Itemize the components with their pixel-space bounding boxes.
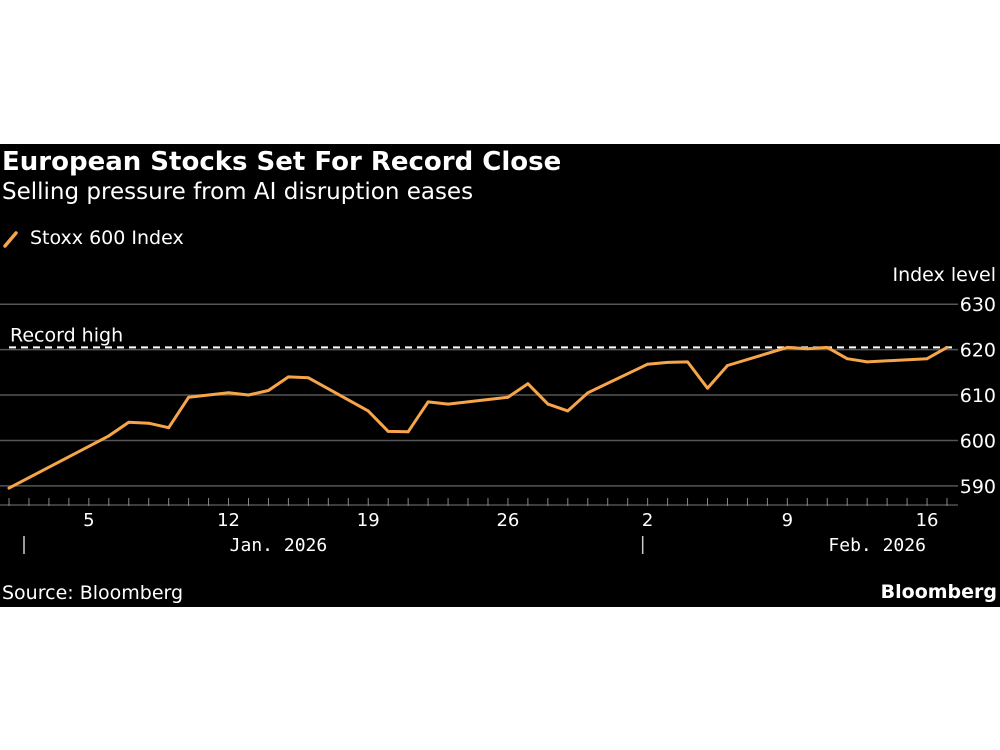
series-group <box>7 345 949 490</box>
data-point <box>426 400 430 404</box>
data-point <box>726 364 729 367</box>
source-note: Source: Bloomberg <box>2 582 184 604</box>
x-tick-label: 26 <box>496 510 519 531</box>
data-point <box>406 430 410 434</box>
data-point <box>566 409 570 413</box>
data-point <box>805 347 809 351</box>
y-tick-label: 590 <box>960 476 996 498</box>
data-point <box>526 382 530 386</box>
data-point <box>127 420 131 424</box>
x-tick-label: 5 <box>83 510 94 531</box>
data-point <box>247 393 250 397</box>
axes: Index level 590 600 610 620 630 5 12 19 26 2 9 16 Jan… <box>0 264 996 556</box>
data-point <box>845 357 849 361</box>
data-point <box>366 409 370 413</box>
y-tick-label: 600 <box>960 430 996 452</box>
x-tick-label: 2 <box>642 510 653 531</box>
chart-panel: European Stocks Set For Record Close Sel… <box>0 144 1000 607</box>
data-point <box>546 402 550 406</box>
data-point <box>925 357 929 361</box>
legend-line-icon <box>3 231 18 248</box>
data-point <box>506 395 510 399</box>
data-point <box>7 486 11 490</box>
data-point <box>287 375 290 379</box>
x-tick-label: 9 <box>782 510 793 531</box>
x-tick-label: 12 <box>217 510 240 531</box>
data-point <box>666 360 669 364</box>
data-point <box>865 360 869 364</box>
month-label: Jan. 2026 <box>230 535 328 556</box>
y-tick-label: 620 <box>960 340 996 362</box>
reference-line-group: Record high <box>9 324 952 349</box>
data-point <box>825 345 829 349</box>
bloomberg-logo: Bloomberg <box>880 581 997 603</box>
data-point <box>227 391 230 395</box>
line-chart: Record high Index level 590 600 610 620 630 5 1… <box>0 264 996 556</box>
data-point <box>167 426 171 430</box>
chart-title: European Stocks Set For Record Close <box>2 147 562 177</box>
x-tick-label: 16 <box>916 510 939 531</box>
data-point <box>147 421 151 425</box>
gridlines <box>0 303 958 487</box>
data-point <box>446 402 450 406</box>
data-point <box>646 362 650 366</box>
data-point <box>386 429 390 433</box>
y-tick-label: 630 <box>960 294 996 316</box>
data-point <box>107 434 111 438</box>
data-point <box>945 345 949 349</box>
record-high-label: Record high <box>10 324 123 346</box>
chart-subtitle: Selling pressure from AI disruption ease… <box>2 179 474 205</box>
legend-label: Stoxx 600 Index <box>30 227 184 249</box>
y-tick-label: 610 <box>960 385 996 407</box>
data-point <box>785 345 789 349</box>
series-line-stoxx-600 <box>7 345 949 490</box>
data-point <box>686 360 689 364</box>
data-point <box>706 386 709 390</box>
y-axis-title: Index level <box>892 264 996 286</box>
x-tick-label: 19 <box>357 510 380 531</box>
data-point <box>187 395 191 399</box>
data-point <box>306 376 310 380</box>
data-point <box>586 391 590 395</box>
data-point <box>267 389 270 392</box>
month-label: Feb. 2026 <box>828 535 926 556</box>
